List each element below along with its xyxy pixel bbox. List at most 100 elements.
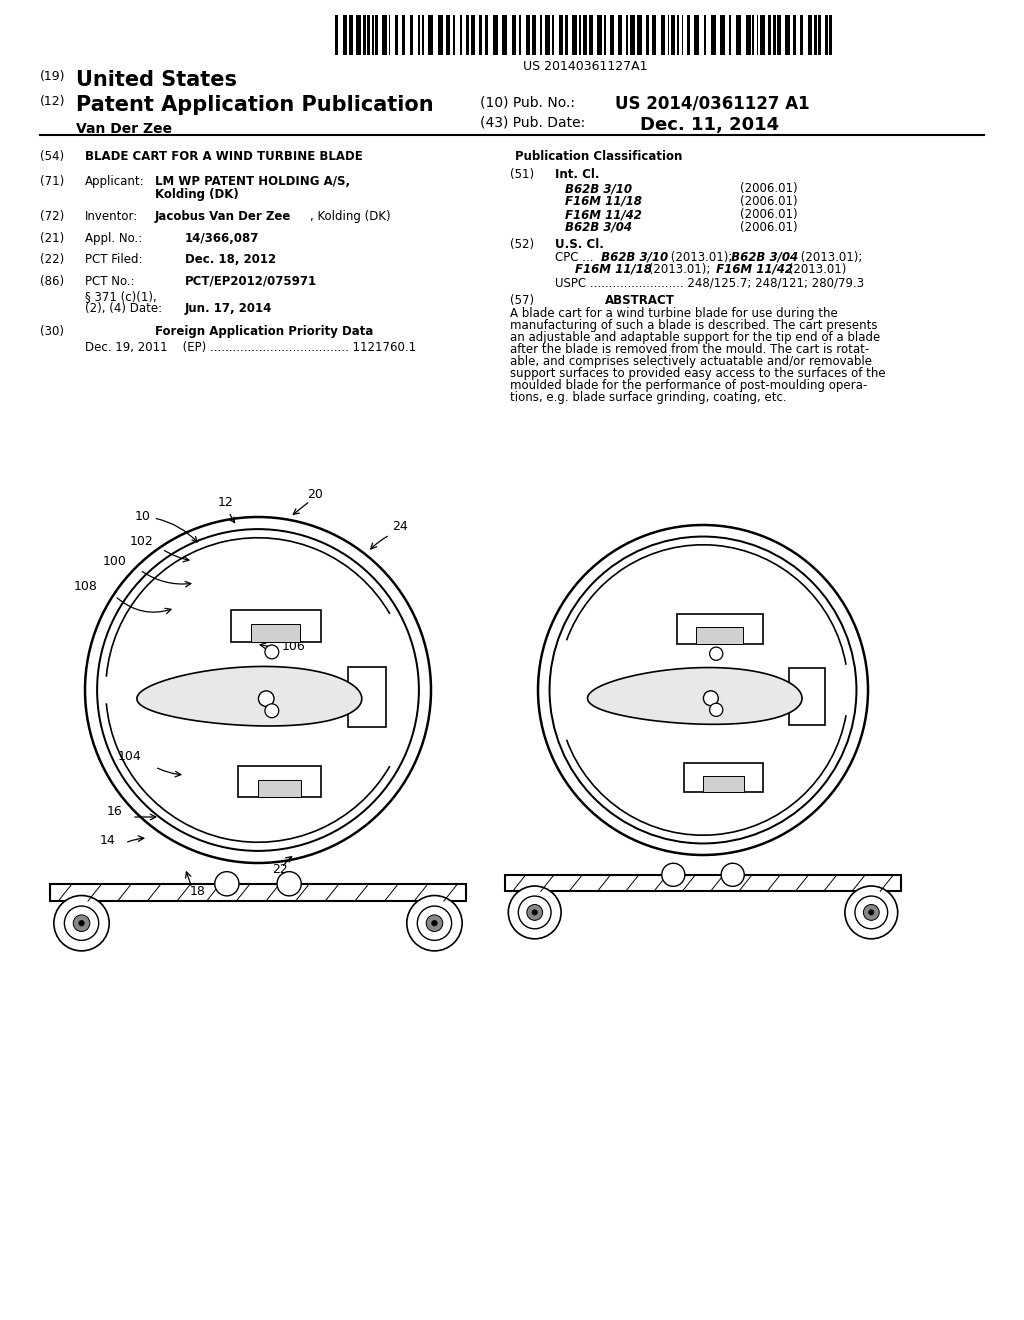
Text: , Kolding (DK): , Kolding (DK)	[310, 210, 390, 223]
Text: Inventor:: Inventor:	[85, 210, 138, 223]
Circle shape	[508, 886, 561, 939]
Bar	[696, 627, 743, 644]
Bar	[50, 884, 466, 902]
Text: (21): (21)	[40, 232, 65, 246]
Bar	[445, 15, 450, 55]
Bar	[343, 15, 346, 55]
Polygon shape	[137, 667, 361, 726]
Text: 20: 20	[307, 488, 323, 502]
Bar	[773, 15, 775, 55]
Bar	[419, 15, 420, 55]
Bar	[604, 15, 606, 55]
Text: moulded blade for the performance of post-moulding opera-: moulded blade for the performance of pos…	[510, 379, 867, 392]
Text: (2), (4) Date:: (2), (4) Date:	[85, 302, 162, 315]
Text: (19): (19)	[40, 70, 66, 83]
Text: (43) Pub. Date:: (43) Pub. Date:	[480, 116, 586, 129]
Text: 18: 18	[190, 884, 206, 898]
Bar	[694, 15, 698, 55]
Text: (2006.01): (2006.01)	[740, 182, 798, 195]
Circle shape	[518, 896, 551, 929]
Bar	[231, 610, 321, 642]
Bar	[349, 15, 353, 55]
Text: 106: 106	[282, 640, 306, 653]
Bar	[703, 15, 707, 55]
Text: (54): (54)	[40, 150, 65, 162]
Text: (72): (72)	[40, 210, 65, 223]
Bar	[777, 15, 780, 55]
Circle shape	[662, 863, 685, 886]
Text: F16M 11/42: F16M 11/42	[712, 263, 793, 276]
Bar	[428, 15, 433, 55]
Bar	[395, 15, 397, 55]
Bar	[410, 15, 414, 55]
Text: 108: 108	[74, 579, 98, 593]
Bar	[757, 15, 758, 55]
Text: Dec. 19, 2011    (EP) ..................................... 1121760.1: Dec. 19, 2011 (EP) .....................…	[85, 341, 416, 354]
Text: USPC ......................... 248/125.7; 248/121; 280/79.3: USPC ......................... 248/125.7…	[555, 276, 864, 289]
Text: BLADE CART FOR A WIND TURBINE BLADE: BLADE CART FOR A WIND TURBINE BLADE	[85, 150, 362, 162]
Circle shape	[703, 690, 718, 706]
Text: manufacturing of such a blade is described. The cart presents: manufacturing of such a blade is describ…	[510, 319, 878, 333]
Bar	[597, 15, 601, 55]
Bar	[376, 15, 378, 55]
Polygon shape	[588, 668, 802, 725]
Bar	[382, 15, 387, 55]
Text: (51): (51)	[510, 168, 535, 181]
Circle shape	[845, 886, 898, 939]
Text: (2013.01): (2013.01)	[785, 263, 847, 276]
Bar	[532, 15, 537, 55]
Bar	[348, 667, 386, 727]
Circle shape	[710, 647, 723, 660]
Bar	[671, 15, 675, 55]
Bar	[552, 15, 554, 55]
Text: Applicant:: Applicant:	[85, 176, 144, 187]
Circle shape	[868, 909, 873, 915]
Bar	[720, 15, 725, 55]
Bar	[389, 15, 390, 55]
Circle shape	[215, 871, 239, 896]
Text: PCT/EP2012/075971: PCT/EP2012/075971	[185, 275, 317, 288]
Bar	[818, 15, 821, 55]
Circle shape	[418, 906, 452, 940]
Text: (57): (57)	[510, 294, 535, 308]
Bar	[682, 15, 683, 55]
Circle shape	[54, 895, 110, 950]
Bar	[401, 15, 406, 55]
Text: an adjustable and adaptable support for the tip end of a blade: an adjustable and adaptable support for …	[510, 331, 881, 345]
Text: tions, e.g. blade surface grinding, coating, etc.: tions, e.g. blade surface grinding, coat…	[510, 391, 786, 404]
Bar	[712, 15, 716, 55]
Bar	[825, 15, 827, 55]
Text: F16M 11/42: F16M 11/42	[565, 209, 642, 220]
Circle shape	[863, 904, 880, 920]
Bar	[801, 15, 803, 55]
Text: (52): (52)	[510, 238, 535, 251]
Circle shape	[526, 904, 543, 920]
Text: 22: 22	[272, 863, 288, 876]
Circle shape	[79, 920, 84, 925]
Text: support surfaces to provided easy access to the surfaces of the: support surfaces to provided easy access…	[510, 367, 886, 380]
Bar	[372, 15, 374, 55]
Bar	[559, 15, 563, 55]
Bar	[627, 15, 628, 55]
Text: 24: 24	[392, 520, 408, 533]
Bar	[646, 15, 648, 55]
Bar	[540, 15, 542, 55]
Bar	[736, 15, 741, 55]
Circle shape	[426, 915, 442, 932]
Bar	[422, 15, 424, 55]
Bar	[687, 15, 690, 55]
Bar	[583, 15, 587, 55]
Bar	[808, 15, 812, 55]
Text: 14: 14	[100, 834, 116, 847]
Circle shape	[74, 915, 90, 932]
Bar	[453, 15, 456, 55]
Bar	[829, 15, 831, 55]
Bar	[238, 766, 321, 797]
Text: F16M 11/18: F16M 11/18	[575, 263, 652, 276]
Bar	[571, 15, 577, 55]
Bar	[364, 15, 366, 55]
Bar	[546, 15, 550, 55]
Text: B62B 3/10: B62B 3/10	[565, 182, 632, 195]
Text: 102: 102	[130, 535, 154, 548]
Text: Dec. 18, 2012: Dec. 18, 2012	[185, 253, 276, 267]
